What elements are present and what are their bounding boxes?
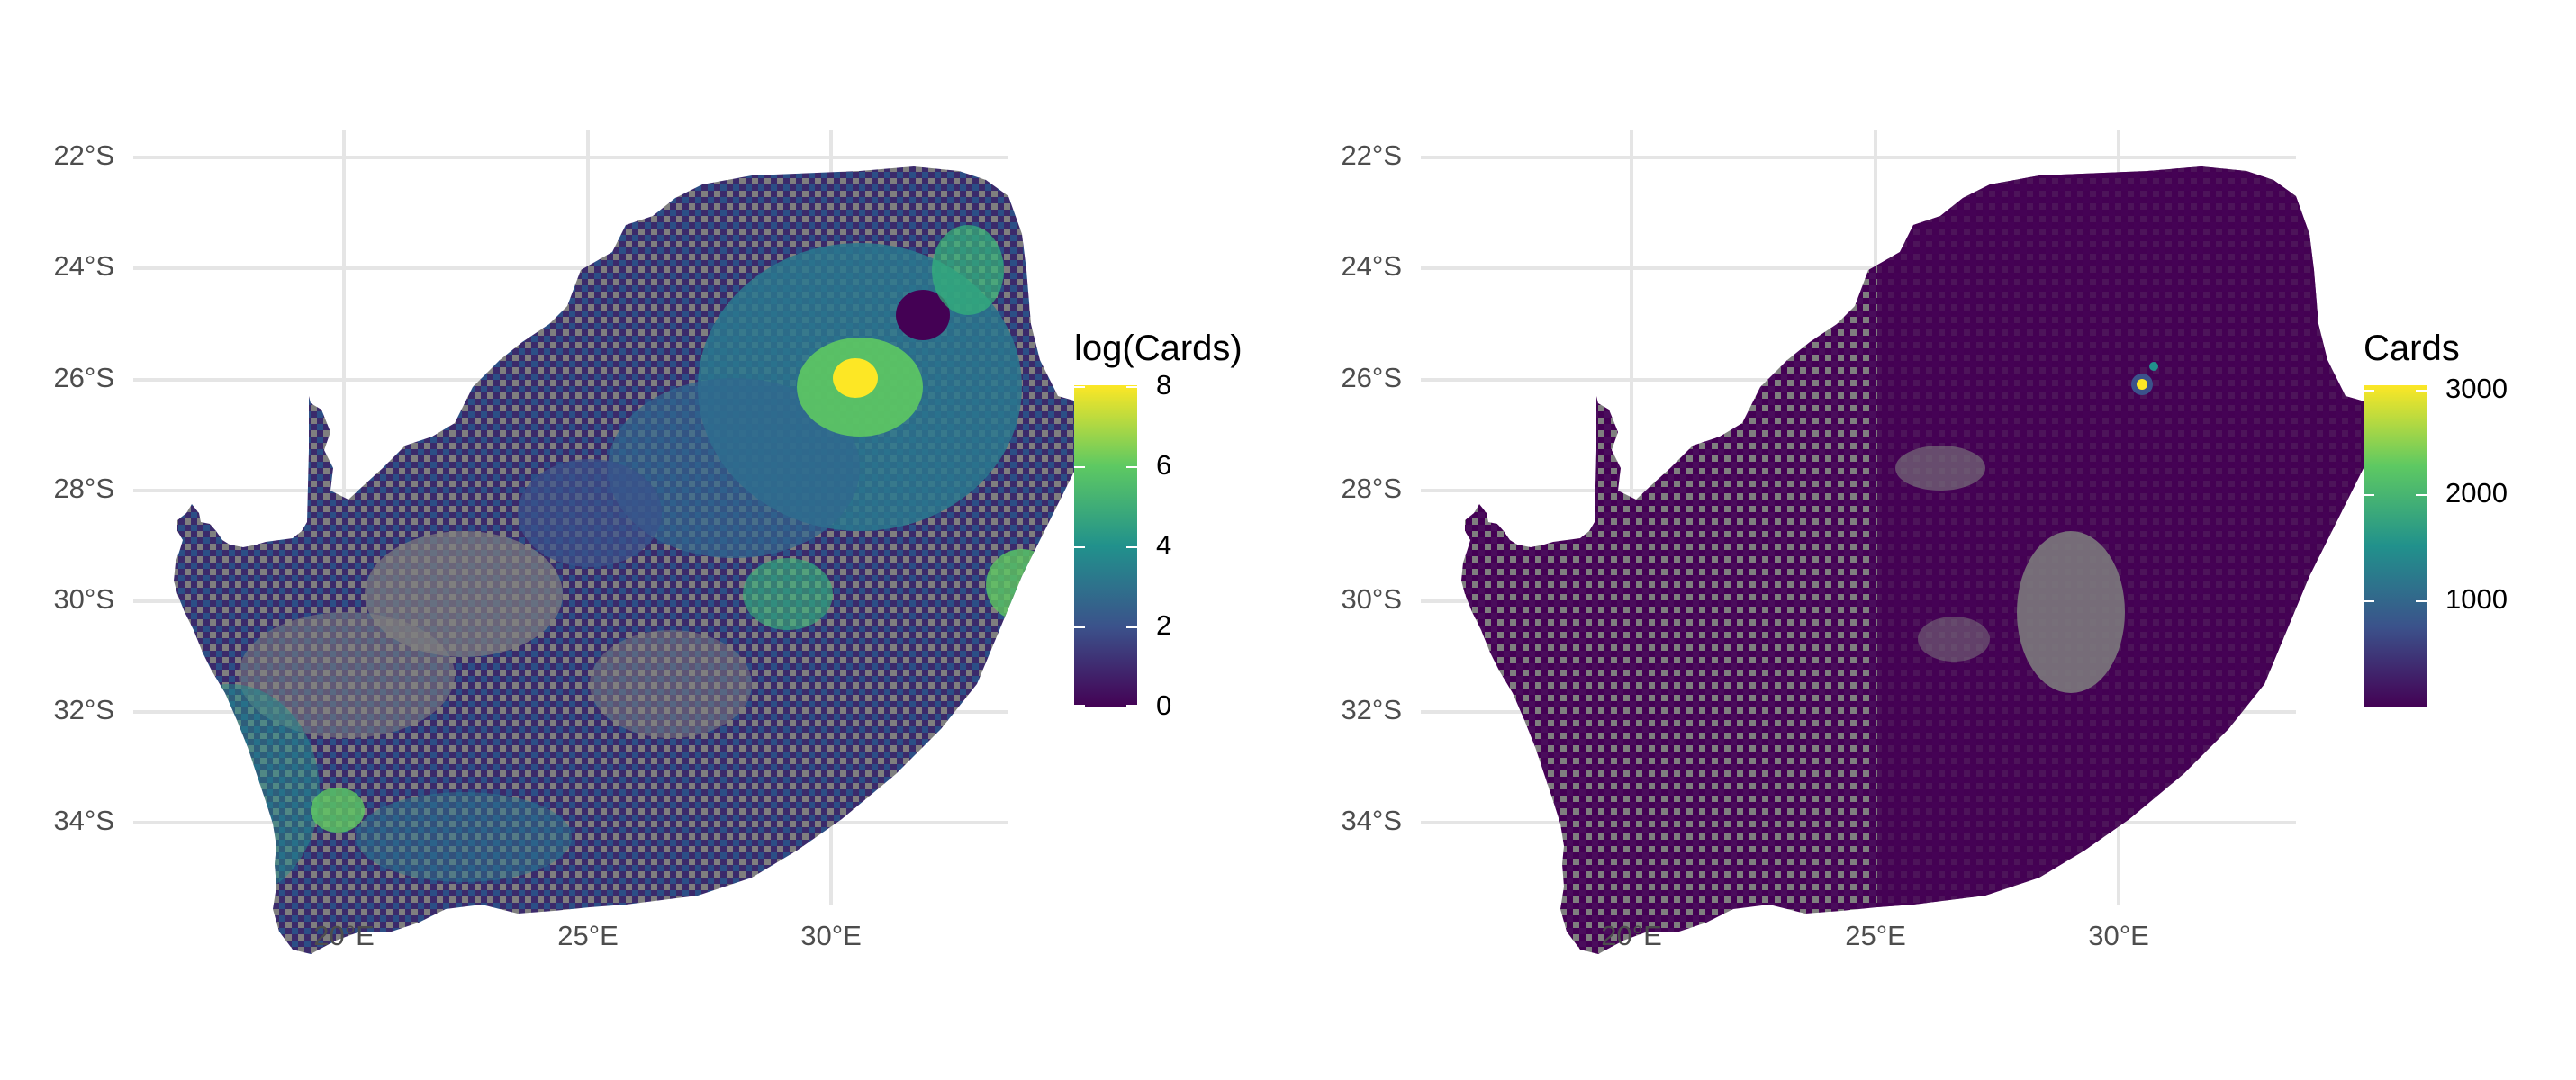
south-africa-map [174,166,1092,954]
legend-label: 1000 [2445,583,2508,615]
x-axis-ticks: 20°E 25°E 30°E [313,920,862,951]
y-tick-label: 28°S [1341,472,1402,504]
y-tick-label: 22°S [53,140,114,171]
y-tick-label: 32°S [53,694,114,725]
legend-log-cards: log(Cards) 8 6 4 2 0 [1074,328,1243,721]
legend-title: log(Cards) [1074,328,1243,368]
y-tick-label: 28°S [53,472,114,504]
y-tick-label: 30°S [53,583,114,615]
legend-label: 2000 [2445,477,2508,508]
y-tick-label: 34°S [1341,805,1402,836]
y-tick-label: 34°S [53,805,114,836]
colorbar [2364,385,2427,707]
south-africa-map [1461,166,2380,954]
y-tick-label: 24°S [1341,250,1402,282]
map-plot-log-cards: 22°S 24°S 26°S 28°S 30°S 32°S 34°S 20°E … [53,130,1243,954]
legend-label: 6 [1156,449,1171,481]
x-tick-label: 20°E [313,920,375,951]
x-tick-label: 20°E [1601,920,1662,951]
y-axis-ticks: 22°S 24°S 26°S 28°S 30°S 32°S 34°S [53,140,114,836]
y-tick-label: 24°S [53,250,114,282]
map-panel-log-cards: 22°S 24°S 26°S 28°S 30°S 32°S 34°S 20°E … [53,130,1243,954]
y-tick-label: 30°S [1341,583,1402,615]
x-tick-label: 30°E [800,920,862,951]
y-tick-label: 26°S [53,362,114,393]
y-tick-label: 22°S [1341,140,1402,171]
legend-label: 3000 [2445,373,2508,404]
y-tick-label: 26°S [1341,362,1402,393]
map-panel-cards: 22°S 24°S 26°S 28°S 30°S 32°S 34°S 20°E … [1288,0,2575,1080]
y-axis-ticks: 22°S 24°S 26°S 28°S 30°S 32°S 34°S [1341,140,1402,836]
legend-label: 2 [1156,609,1171,641]
legend-label: 4 [1156,529,1171,561]
legend-cards: Cards 3000 2000 1000 [2364,328,2508,707]
x-tick-label: 30°E [2088,920,2149,951]
x-axis-ticks: 20°E 25°E 30°E [1601,920,2149,951]
legend-label: 0 [1156,689,1171,721]
y-tick-label: 32°S [1341,694,1402,725]
map-plot-cards: 22°S 24°S 26°S 28°S 30°S 32°S 34°S 20°E … [1341,130,2508,954]
legend-title: Cards [2364,328,2460,368]
x-tick-label: 25°E [1845,920,1906,951]
legend-label: 8 [1156,369,1171,400]
x-tick-label: 25°E [557,920,619,951]
